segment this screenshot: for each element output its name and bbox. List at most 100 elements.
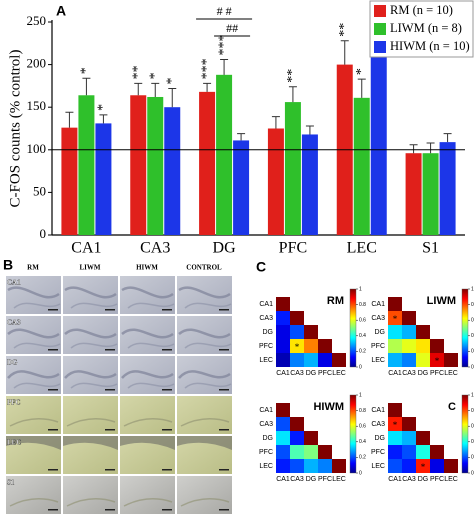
- tissue-edge: [9, 498, 59, 507]
- heatmap-cell: [318, 459, 332, 473]
- heatmap-title: LIWM: [427, 295, 456, 307]
- colorbar: [349, 394, 357, 474]
- heatmap-cell: [304, 459, 318, 473]
- heatmap-cell: [388, 297, 402, 311]
- error-bar: [220, 58, 229, 75]
- row-label: CA3: [259, 315, 273, 322]
- scale-bar: [219, 309, 229, 311]
- heatmap-cell: [318, 445, 332, 459]
- row-label: PFC: [371, 343, 385, 350]
- micrograph: [120, 276, 175, 314]
- x-tick-label: S1: [422, 240, 439, 257]
- heatmap-title: HIWM: [313, 401, 344, 413]
- bar: [78, 95, 95, 235]
- heatmap-cell: [444, 459, 458, 473]
- heatmap-cell: [332, 459, 346, 473]
- significance: *: [393, 420, 398, 430]
- heatmap-cell: [402, 339, 416, 353]
- tissue-edge: [120, 436, 175, 450]
- legend-swatch: [374, 41, 386, 53]
- colorbar-tick-label: 0.8: [471, 408, 474, 414]
- heatmap-cell: [444, 353, 458, 367]
- scale-bar: [105, 469, 115, 471]
- colorbar-tick-label: 0: [359, 470, 362, 476]
- error-bar: [82, 77, 91, 96]
- tissue-edge: [123, 498, 173, 507]
- bar: [267, 128, 284, 235]
- tissue-edge: [63, 436, 118, 450]
- error-bar: [409, 144, 418, 154]
- scale-bar: [219, 429, 229, 431]
- row-label: CA3: [7, 319, 21, 327]
- significance: **: [337, 23, 352, 37]
- column-header: LIWM: [80, 264, 101, 272]
- col-label: CA1: [276, 476, 290, 483]
- scale-bar: [219, 509, 229, 511]
- heatmap-cell: [402, 459, 416, 473]
- row-label: PFC: [371, 449, 385, 456]
- significance: *: [96, 104, 111, 111]
- tissue-layer: [184, 342, 232, 349]
- scale-bar: [48, 349, 58, 351]
- colorbar-tick-label: 0.8: [359, 408, 366, 414]
- error-bar: [271, 116, 280, 129]
- colorbar-tick-label: 0: [471, 470, 474, 476]
- heatmap-cell: [276, 353, 290, 367]
- error-bar: [134, 82, 143, 96]
- colorbar-tick-label: 0.2: [359, 455, 366, 461]
- legend-box: [369, 0, 474, 58]
- error-bar: [443, 133, 452, 143]
- legend-label: RM (n = 10): [390, 3, 453, 17]
- col-label: CA3: [290, 476, 304, 483]
- heatmap-cell: [276, 339, 290, 353]
- tissue-layer: [178, 370, 231, 379]
- heatmap-title: RM: [327, 295, 344, 307]
- colorbar-tick-label: 0.8: [359, 302, 366, 308]
- row-label: DG: [375, 329, 386, 336]
- heatmap-cell: [416, 353, 430, 367]
- heatmap-cell: [416, 339, 430, 353]
- x-tick-label: DG: [213, 240, 237, 257]
- y-axis-label: C-FOS counts (% control): [7, 50, 23, 208]
- panel-label: A: [56, 3, 66, 19]
- colorbar-tick-label: 1: [359, 286, 362, 292]
- heatmap-cell: [276, 445, 290, 459]
- col-label: DG: [418, 370, 429, 377]
- heatmap-cell: [290, 445, 304, 459]
- significance: **: [130, 65, 145, 79]
- row-label: CA3: [371, 421, 385, 428]
- x-tick-label: CA3: [140, 240, 170, 257]
- tissue-edge: [9, 418, 59, 427]
- heatmap-cell: [290, 417, 304, 431]
- heatmap-cell: [290, 459, 304, 473]
- col-label: LEC: [444, 476, 458, 483]
- error-bar: [237, 133, 246, 141]
- panel-label: B: [3, 257, 13, 273]
- heatmap-cell: [276, 417, 290, 431]
- micrograph: [63, 396, 118, 434]
- tissue-layer: [184, 302, 232, 309]
- row-label: PFC: [259, 449, 273, 456]
- col-label: CA1: [388, 476, 402, 483]
- bar: [284, 102, 301, 235]
- colorbar-tick-label: 0.4: [359, 439, 366, 445]
- tissue-edge: [6, 436, 61, 450]
- scale-bar: [219, 349, 229, 351]
- heatmap-cell: [388, 431, 402, 445]
- heatmap-cell: [318, 353, 332, 367]
- tissue-layer: [64, 370, 117, 379]
- colorbar-tick-label: 1: [471, 286, 474, 292]
- x-tick-label: PFC: [279, 240, 307, 257]
- colorbar-tick-label: 1: [359, 392, 362, 398]
- heatmap-cell: [402, 311, 416, 325]
- error-bar: [203, 82, 212, 92]
- error-bar: [288, 86, 297, 103]
- column-header: HIWM: [136, 264, 158, 272]
- row-label: CA1: [371, 407, 385, 414]
- heatmap-cell: [388, 403, 402, 417]
- row-label: CA1: [371, 301, 385, 308]
- y-tick-label: 50: [33, 183, 46, 198]
- micrograph: [177, 396, 232, 434]
- tissue-edge: [123, 418, 173, 427]
- heatmap-cell: [416, 459, 430, 473]
